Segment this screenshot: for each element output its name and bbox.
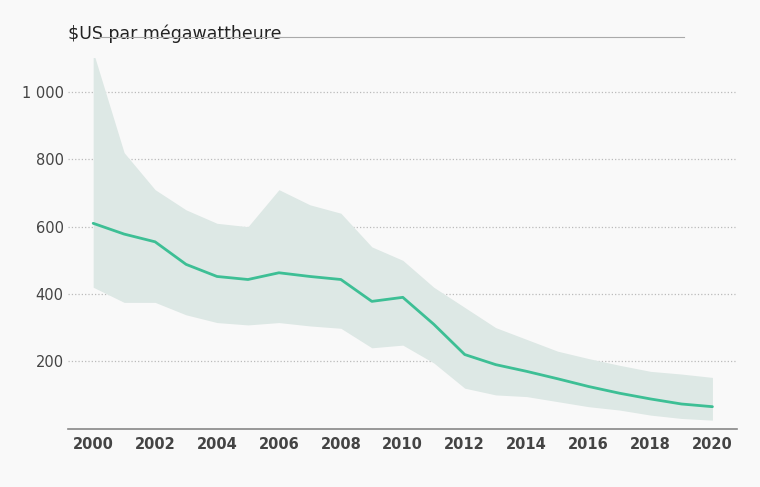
Text: $US par mégawattheure: $US par mégawattheure [68,24,282,43]
